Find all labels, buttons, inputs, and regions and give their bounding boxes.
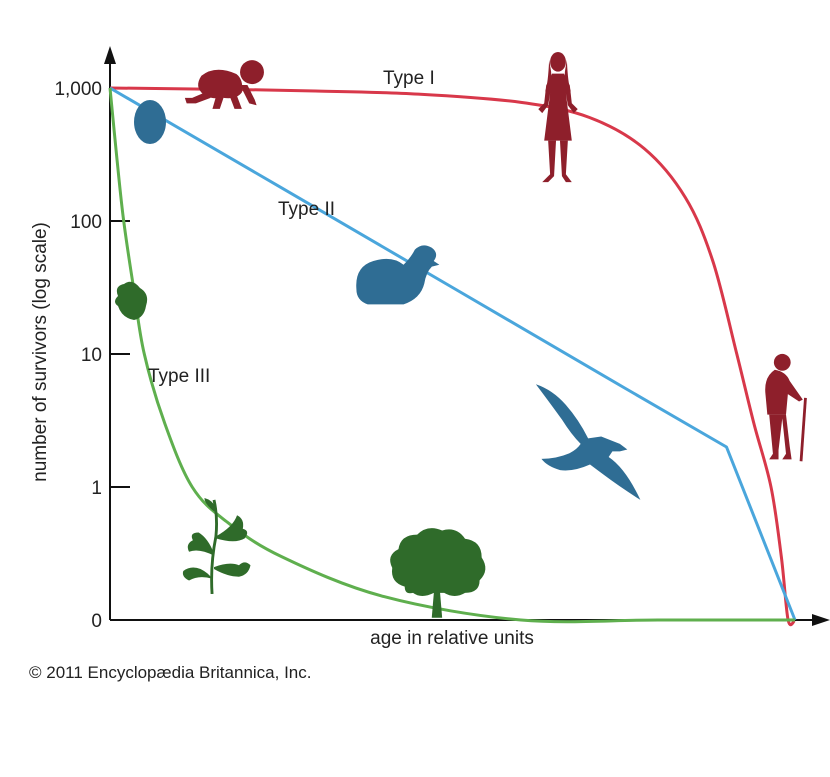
y-tick-label: 100 [70,212,102,233]
tree-icon [390,528,486,618]
sapling-icon [181,498,252,594]
organism-icons [115,51,807,618]
y-axis-title: number of survivors (log scale) [30,222,51,482]
elderly-person-icon [765,353,807,462]
series-label-type-i: Type I [383,68,435,89]
egg-icon [134,100,166,144]
woman-icon [538,51,578,183]
baby-icon [184,60,264,109]
y-tick-label: 0 [91,611,102,632]
series-line-type-i [109,86,797,627]
seed-icon [115,281,148,320]
series-label-type-iii: Type III [148,366,210,387]
y-tick-label: 1,000 [54,79,102,100]
eagle-icon [535,384,641,500]
series-line-type-iii [108,87,795,624]
series-line-type-ii [109,86,797,621]
x-axis-title: age in relative units [370,628,534,649]
copyright-notice: © 2011 Encyclopædia Britannica, Inc. [29,663,312,682]
plot-axes [104,46,830,626]
y-axis-arrow [104,46,116,64]
series-label-type-ii: Type II [278,199,335,220]
x-axis-arrow [812,614,830,626]
y-tick-label: 1 [91,478,102,499]
survivorship-curves [108,86,797,627]
y-ticks: 0 1 10 100 1,000 [54,79,130,632]
series-labels: Type I Type II Type III [148,68,435,387]
y-tick-label: 10 [81,345,102,366]
